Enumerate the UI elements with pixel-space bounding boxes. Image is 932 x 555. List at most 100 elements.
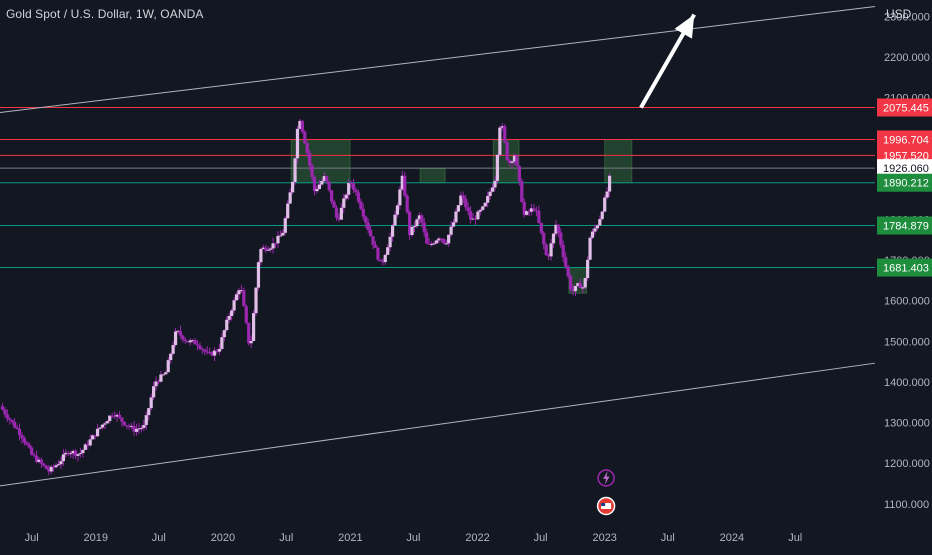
candle-body [383,254,387,263]
candle-body [525,211,529,215]
candle-body [598,219,602,226]
x-tick-label: Jul [152,532,166,544]
candle-body [551,233,556,244]
candle-body [144,415,148,426]
candle-body [66,452,70,455]
candle-body [395,205,400,215]
candle-body [276,235,280,244]
candle-body [217,348,222,352]
candle-body [105,421,109,424]
trendline-1 [0,362,876,487]
candle-body [437,238,441,241]
candle-body [481,206,485,210]
candle-body [208,352,212,354]
candle-body [0,406,5,410]
candle-body [234,294,239,301]
candle-body [498,127,502,155]
candle-body [98,427,102,429]
candle-body [78,453,83,455]
candle-body [386,247,390,255]
candle-body [25,442,29,445]
candle-body [339,207,343,220]
candle-body [288,192,292,204]
candle-body [17,428,22,435]
candle-body [166,360,170,373]
candle-body [149,397,153,409]
candle-body [303,131,307,144]
candle-body [330,190,334,202]
candle-body [161,374,165,376]
candle-body [425,232,429,244]
candle-body [205,351,209,353]
candle-body [325,176,329,182]
candle-body [225,319,229,331]
x-tick-label: 2024 [720,532,744,544]
candle-body [447,234,451,244]
candle-body [390,225,395,237]
price-badge-label: 1890.212 [883,178,929,190]
candle-body [317,184,322,190]
y-tick-label: 1300.000 [884,418,930,430]
candle-body [134,428,139,432]
candle-body [103,423,107,425]
price-badge-support [877,173,932,192]
candle-body [186,341,190,343]
candle-body [152,386,156,398]
candle-body [578,283,582,289]
candle-body [505,141,509,161]
candle-body [542,232,546,245]
price-badge-support [877,216,932,235]
zone-0 [290,139,351,184]
candle-body [527,211,531,213]
candle-body [605,191,609,198]
candle-body [366,222,370,230]
candle-body [210,352,214,356]
candle-body [193,340,197,345]
candle-body [20,434,24,439]
candle-body [256,262,261,288]
candle-body [239,290,243,292]
candle-body [332,201,336,208]
candle-body [373,244,378,248]
price-badge-label: 2075.445 [883,102,929,114]
candle-body [56,464,61,466]
candle-body [522,201,526,215]
candle-body [5,414,9,419]
candle-body [417,215,421,220]
candle-body [500,126,504,128]
candle-body [422,222,426,233]
candle-body [176,330,180,332]
candle-body [539,222,543,233]
candle-body [476,211,480,220]
candle-body [222,330,226,338]
zone-1 [419,168,446,184]
y-tick-label: 1100.000 [884,499,929,511]
x-tick-label: 2021 [338,532,362,544]
candle-body [13,421,17,428]
candle-body [334,207,339,218]
candle-body [259,248,263,263]
candle-body [300,120,304,132]
candle-body [495,154,500,181]
x-tick-label: Jul [661,532,675,544]
candle-body [454,211,458,223]
candle-body [200,348,204,350]
candle-body [549,243,553,257]
candle-body [232,300,236,311]
candle-body [112,415,117,417]
candle-body [403,175,407,196]
currency-label[interactable]: USD [886,7,912,21]
candle-body [444,243,448,245]
y-tick-label: 2300.000 [884,11,930,23]
candle-body [429,243,434,245]
candle-body [408,211,412,236]
candle-body [220,337,224,349]
candle-body [583,278,587,288]
y-tick-label: 1600.000 [884,296,930,308]
candle-body [439,238,443,240]
candle-body [188,340,192,343]
candle-body [369,229,373,237]
candle-body [356,192,361,202]
